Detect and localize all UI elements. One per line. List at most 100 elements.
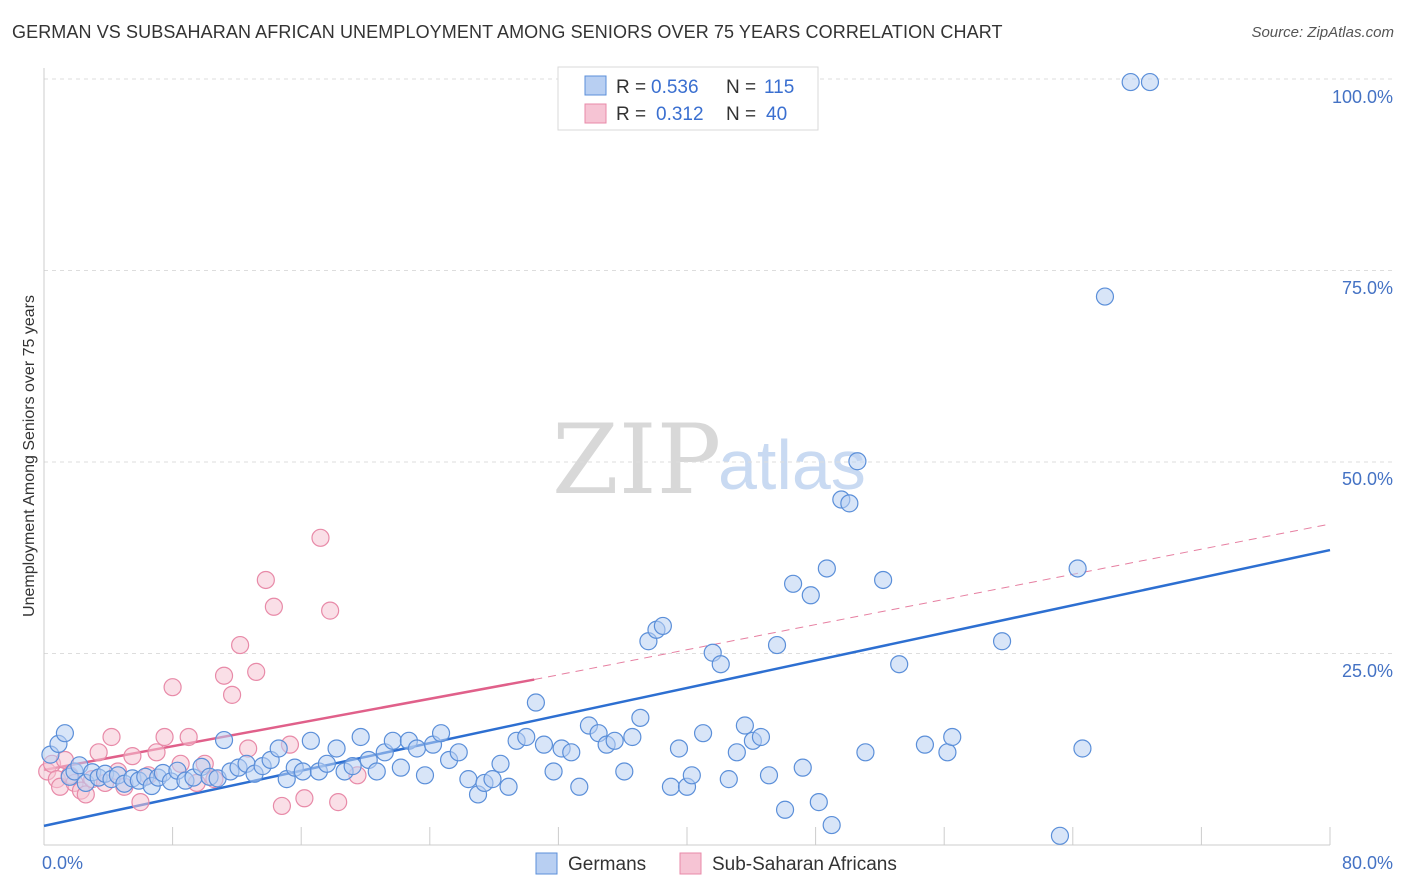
- point-germans: [992, 632, 1012, 651]
- point-subsaharan: [247, 662, 266, 681]
- axis-layer: [43, 68, 1331, 846]
- point-germans: [890, 655, 909, 674]
- point-germans: [727, 743, 746, 762]
- point-subsaharan: [123, 747, 142, 766]
- point-germans: [407, 739, 427, 758]
- grid-layer: [44, 78, 1392, 654]
- point-subsaharan: [231, 635, 250, 655]
- point-germans: [767, 635, 787, 655]
- legend-n-value-subsaharan: 40: [766, 104, 787, 125]
- bottom-legend-swatch-subsaharan: [679, 852, 702, 875]
- point-germans: [214, 730, 234, 750]
- point-germans: [351, 727, 370, 747]
- point-subsaharan: [311, 528, 330, 547]
- bottom-legend-label-germans: Germans: [568, 854, 646, 875]
- chart-source: Source: ZipAtlas.com: [1251, 24, 1394, 41]
- point-germans: [669, 739, 689, 758]
- point-germans: [327, 739, 346, 758]
- point-germans: [711, 655, 730, 674]
- bottom-legend-label-subsaharan: Sub-Saharan Africans: [712, 854, 897, 875]
- point-subsaharan: [102, 727, 121, 747]
- point-germans: [391, 758, 410, 777]
- trendline-subsaharan-extension: [534, 523, 1331, 681]
- point-subsaharan: [264, 597, 283, 616]
- point-germans: [483, 770, 502, 789]
- y-tick-label-25: 25.0%: [1342, 661, 1393, 681]
- legend-n-label-germans: N =: [726, 77, 756, 98]
- point-germans: [801, 586, 820, 605]
- y-tick-label-100: 100.0%: [1332, 87, 1393, 107]
- point-germans: [848, 452, 867, 471]
- point-germans: [751, 727, 771, 747]
- point-germans: [874, 570, 893, 590]
- point-germans: [269, 739, 288, 758]
- point-germans: [301, 731, 320, 750]
- point-subsaharan: [155, 727, 174, 747]
- point-germans: [693, 724, 713, 743]
- legend-r-label-germans: R =: [616, 77, 646, 98]
- legend-swatch-germans: [584, 75, 607, 96]
- point-germans: [570, 777, 589, 796]
- point-germans: [499, 777, 518, 796]
- point-germans: [343, 757, 362, 776]
- correlation-legend: R = 0.536 N = 115 R = 0.312 N = 40: [557, 66, 819, 131]
- point-germans: [817, 559, 836, 578]
- point-subsaharan: [295, 789, 314, 808]
- point-germans: [682, 766, 701, 785]
- point-germans: [1140, 72, 1160, 92]
- point-subsaharan: [222, 685, 242, 704]
- y-tick-label-75: 75.0%: [1342, 278, 1393, 298]
- point-germans: [840, 494, 859, 513]
- series-legend: Germans Sub-Saharan Africans: [535, 852, 897, 875]
- legend-r-label-subsaharan: R =: [616, 104, 646, 125]
- point-germans: [615, 762, 634, 781]
- point-germans: [793, 758, 812, 777]
- point-germans: [605, 731, 624, 750]
- watermark: ZIP atlas: [552, 404, 866, 516]
- bottom-legend-swatch-germans: [535, 852, 558, 875]
- point-germans: [293, 762, 312, 781]
- chart-title: GERMAN VS SUBSAHARAN AFRICAN UNEMPLOYMEN…: [12, 22, 1003, 42]
- point-germans: [459, 770, 478, 789]
- point-germans: [526, 693, 545, 712]
- y-tick-label-50: 50.0%: [1342, 469, 1393, 489]
- point-subsaharan: [214, 666, 234, 685]
- points-layer: [38, 72, 1160, 845]
- point-germans: [719, 770, 738, 789]
- point-germans: [517, 727, 536, 747]
- point-germans: [783, 574, 803, 593]
- point-germans: [915, 735, 935, 754]
- point-germans: [55, 724, 74, 743]
- watermark-zip: ZIP: [552, 404, 721, 516]
- point-germans: [775, 800, 795, 819]
- point-subsaharan: [89, 743, 108, 762]
- point-germans: [631, 708, 650, 727]
- point-germans: [623, 727, 642, 747]
- point-germans: [822, 815, 841, 835]
- point-germans: [317, 754, 337, 773]
- point-germans: [759, 766, 779, 785]
- x-tick-label-80: 80.0%: [1342, 853, 1393, 873]
- point-germans: [809, 793, 828, 812]
- point-germans: [1068, 559, 1087, 578]
- point-germans: [653, 616, 672, 636]
- point-germans: [938, 743, 957, 762]
- point-germans: [415, 766, 435, 785]
- point-germans: [856, 743, 875, 762]
- point-germans: [735, 716, 754, 735]
- legend-n-value-germans: 115: [764, 77, 794, 98]
- point-germans: [367, 762, 386, 781]
- point-germans: [661, 777, 681, 796]
- point-subsaharan: [272, 796, 292, 816]
- point-subsaharan: [321, 601, 340, 620]
- point-subsaharan: [147, 743, 166, 762]
- point-germans: [1073, 739, 1092, 758]
- point-germans: [544, 762, 563, 781]
- point-subsaharan: [163, 678, 182, 697]
- point-germans: [534, 735, 554, 754]
- point-subsaharan: [179, 727, 198, 747]
- point-germans: [491, 754, 510, 773]
- legend-n-label-subsaharan: N =: [726, 104, 756, 125]
